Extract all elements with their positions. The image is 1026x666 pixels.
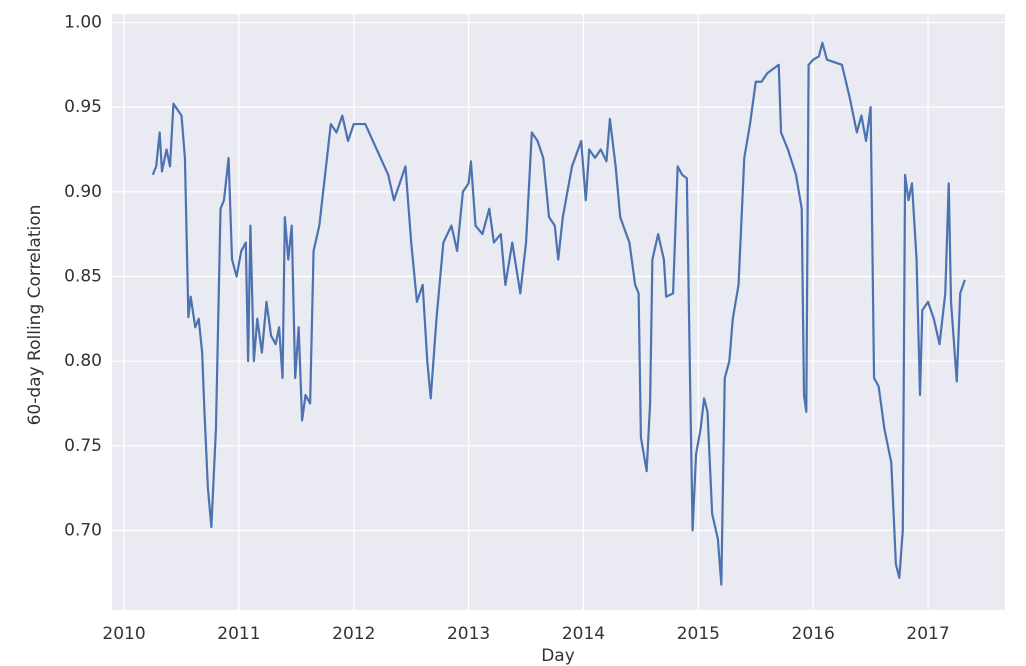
y-tick-label: 0.75 [64, 436, 102, 456]
y-tick-label: 0.70 [64, 520, 102, 540]
x-tick-label: 2012 [332, 624, 375, 644]
y-tick-label: 0.95 [64, 97, 102, 117]
x-tick-label: 2015 [677, 624, 720, 644]
y-tick-label: 0.80 [64, 351, 102, 371]
x-tick-label: 2014 [562, 624, 605, 644]
y-tick-label: 0.90 [64, 182, 102, 202]
x-tick-label: 2010 [102, 624, 145, 644]
x-tick-label: 2013 [447, 624, 490, 644]
x-tick-label: 2016 [792, 624, 835, 644]
data-line [151, 41, 966, 586]
y-axis-label: 60-day Rolling Correlation [25, 205, 45, 426]
y-tick-label: 0.85 [64, 266, 102, 286]
x-tick-label: 2017 [906, 624, 949, 644]
x-axis-label: Day [541, 646, 575, 666]
x-tick-label: 2011 [217, 624, 260, 644]
plot-area [112, 14, 1005, 610]
y-tick-label: 1.00 [64, 12, 102, 32]
